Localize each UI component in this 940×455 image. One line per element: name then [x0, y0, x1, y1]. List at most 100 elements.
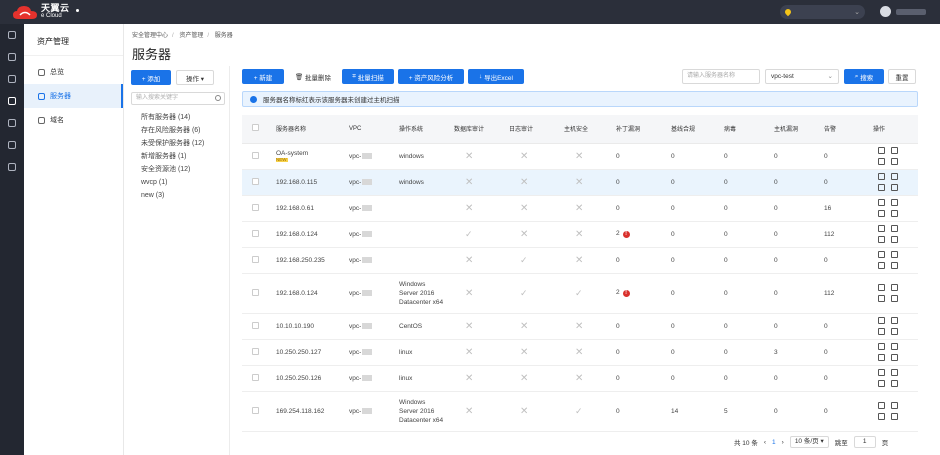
row-checkbox[interactable] — [252, 373, 259, 381]
virus-count[interactable]: 0 — [724, 152, 728, 160]
virus-count[interactable]: 0 — [724, 322, 728, 330]
virus-count[interactable]: 0 — [724, 178, 728, 186]
group-ops-button[interactable]: 操作 ▾ — [176, 70, 214, 85]
table-row[interactable]: OA-system NEW vpc-windows ✕ ✕ ✕ 0 0 0 0 0 — [242, 143, 918, 170]
row-checkbox[interactable] — [252, 203, 259, 211]
host-vuln-count[interactable]: 0 — [774, 289, 778, 297]
alert-count[interactable]: 0 — [824, 348, 828, 356]
virus-count[interactable]: 0 — [724, 374, 728, 382]
edit-icon[interactable] — [878, 199, 885, 206]
row-checkbox[interactable] — [252, 321, 259, 329]
host-vuln-count[interactable]: 0 — [774, 256, 778, 264]
scan-icon[interactable] — [878, 210, 885, 217]
edit-icon[interactable] — [878, 317, 885, 324]
alert-count[interactable]: 112 — [824, 230, 835, 238]
chart-icon[interactable] — [0, 112, 24, 134]
region-selector[interactable]: ⌄ — [780, 5, 865, 19]
row-checkbox[interactable] — [252, 229, 259, 237]
baseline-count[interactable]: 0 — [671, 289, 675, 297]
row-checkbox[interactable] — [252, 288, 259, 296]
alert-count[interactable]: 0 — [824, 374, 828, 382]
baseline-count[interactable]: 0 — [671, 152, 675, 160]
column-header[interactable]: 补丁漏洞 — [613, 115, 668, 144]
host-vuln-count[interactable]: 3 — [774, 348, 778, 356]
search-button[interactable]: ⌕ 搜索 — [844, 69, 884, 84]
delete-icon[interactable] — [891, 317, 898, 324]
server-name[interactable]: 192.168.0.115 — [276, 178, 318, 186]
scan-icon[interactable] — [878, 295, 885, 302]
baseline-count[interactable]: 0 — [671, 256, 675, 264]
delete-icon[interactable] — [891, 343, 898, 350]
edit-icon[interactable] — [878, 369, 885, 376]
group-item[interactable]: wvcp (1) — [141, 179, 168, 186]
page-number[interactable]: 1 — [772, 438, 776, 446]
scan-icon[interactable] — [878, 413, 885, 420]
patch-vuln-count[interactable]: 0 — [616, 256, 620, 264]
server-name[interactable]: 10.250.250.126 — [276, 374, 322, 382]
brand-logo[interactable]: 天翼云 e Cloud — [12, 3, 79, 21]
group-item[interactable]: new (3) — [141, 192, 165, 199]
patch-vuln-count[interactable]: 0 — [616, 348, 620, 356]
row-checkbox[interactable] — [252, 151, 259, 159]
baseline-count[interactable]: 0 — [671, 204, 675, 212]
scan-icon[interactable] — [878, 184, 885, 191]
alert-count[interactable]: 0 — [824, 256, 828, 264]
row-checkbox[interactable] — [252, 347, 259, 355]
host-vuln-count[interactable]: 0 — [774, 322, 778, 330]
row-checkbox[interactable] — [252, 255, 259, 263]
table-row[interactable]: 10.10.10.190 vpc- CentOS ✕ ✕ ✕ 0 0 0 0 0 — [242, 313, 918, 340]
cube-icon[interactable] — [0, 90, 24, 112]
vpc-select[interactable]: vpc-test ⌄ — [765, 69, 839, 84]
bell-icon[interactable] — [0, 68, 24, 90]
prev-page-button[interactable]: ‹ — [763, 438, 767, 446]
virus-count[interactable]: 5 — [724, 407, 728, 415]
user-menu[interactable] — [880, 6, 926, 17]
group-item[interactable]: 存在风险服务器 (6) — [141, 127, 201, 134]
edit-icon[interactable] — [878, 343, 885, 350]
server-name[interactable]: 192.168.250.235 — [276, 256, 325, 264]
server-name[interactable]: 10.250.250.127 — [276, 348, 322, 356]
table-row[interactable]: 192.168.0.124 vpc- ✓ ✕ ✕ 2! 0 0 0 112 — [242, 221, 918, 248]
table-row[interactable]: 192.168.250.235 vpc- ✕ ✓ ✕ 0 0 0 0 0 — [242, 247, 918, 274]
report-icon[interactable] — [891, 184, 898, 191]
patch-vuln-count[interactable]: 2 — [616, 289, 620, 296]
column-header[interactable]: 主机漏洞 — [771, 115, 821, 144]
batch-scan-button[interactable]: ⌗ 批量扫描 — [342, 69, 394, 84]
menu-item-servers[interactable]: 服务器 — [24, 84, 123, 108]
report-icon[interactable] — [891, 236, 898, 243]
server-name[interactable]: 192.168.0.124 — [276, 289, 318, 297]
menu-item-domains[interactable]: 域名 — [24, 108, 123, 132]
menu-item-overview[interactable]: 总览 — [24, 60, 123, 84]
page-size-select[interactable]: 10 条/页 ▾ — [789, 436, 829, 448]
report-icon[interactable] — [891, 158, 898, 165]
host-vuln-count[interactable]: 0 — [774, 230, 778, 238]
host-vuln-count[interactable]: 0 — [774, 374, 778, 382]
patch-vuln-count[interactable]: 0 — [616, 407, 620, 415]
alert-count[interactable]: 0 — [824, 407, 828, 415]
delete-icon[interactable] — [891, 251, 898, 258]
risk-analysis-button[interactable]: + 资产风险分析 — [398, 69, 464, 84]
goto-page-input[interactable]: 1 — [853, 436, 876, 448]
alert-count[interactable]: 112 — [824, 289, 835, 297]
scan-icon[interactable] — [878, 354, 885, 361]
group-item[interactable]: 新增服务器 (1) — [141, 153, 187, 160]
report-icon[interactable] — [891, 328, 898, 335]
patch-vuln-count[interactable]: 0 — [616, 152, 620, 160]
table-row[interactable]: 10.250.250.127 vpc-linux ✕ ✕ ✕ 0 0 0 3 0 — [242, 339, 918, 366]
report-icon[interactable] — [891, 295, 898, 302]
host-vuln-count[interactable]: 0 — [774, 204, 778, 212]
scan-icon[interactable] — [878, 328, 885, 335]
group-item[interactable]: 安全资源池 (12) — [141, 166, 191, 173]
report-icon[interactable] — [891, 354, 898, 361]
shield-icon[interactable] — [0, 134, 24, 156]
baseline-count[interactable]: 14 — [671, 407, 679, 415]
alert-count[interactable]: 0 — [824, 152, 828, 160]
patch-vuln-count[interactable]: 0 — [616, 178, 620, 186]
delete-icon[interactable] — [891, 199, 898, 206]
baseline-count[interactable]: 0 — [671, 230, 675, 238]
delete-icon[interactable] — [891, 173, 898, 180]
group-item[interactable]: 所有服务器 (14) — [141, 114, 191, 121]
delete-icon[interactable] — [891, 147, 898, 154]
group-item[interactable]: 未受保护服务器 (12) — [141, 140, 205, 147]
edit-icon[interactable] — [878, 284, 885, 291]
